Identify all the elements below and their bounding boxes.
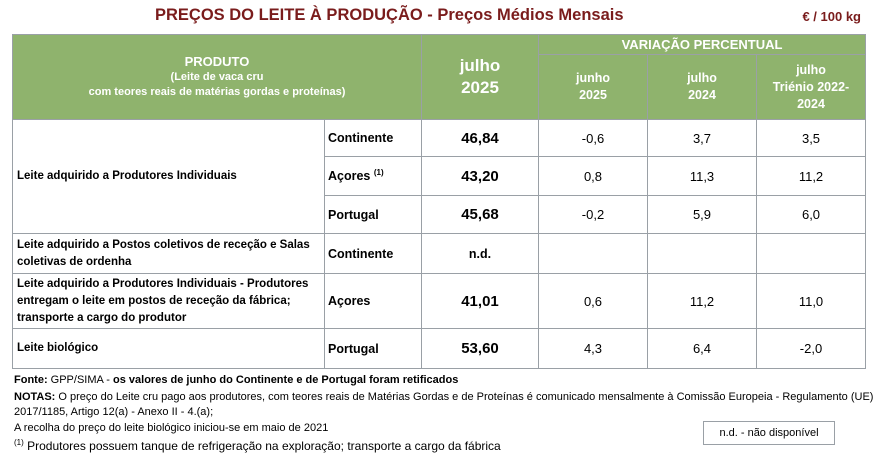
product-cell: Leite adquirido a Postos coletivos de re… bbox=[12, 233, 325, 274]
product-cell: Leite biológico bbox=[12, 328, 325, 369]
current-period-header: julho 2025 bbox=[421, 34, 539, 120]
title-main: PREÇOS DO LEITE À PRODUÇÃO bbox=[155, 6, 423, 24]
milk-prices-table: PRODUTO (Leite de vaca cru com teores re… bbox=[12, 34, 867, 369]
table-row: Leite adquirido a Produtores Individuais… bbox=[12, 273, 867, 329]
region-cell: Portugal bbox=[324, 328, 422, 369]
current-month: julho bbox=[459, 56, 501, 75]
product-header-sub2: com teores reais de matérias gordas e pr… bbox=[88, 86, 346, 98]
region-cell: Continente bbox=[324, 233, 422, 274]
region-cell: Continente bbox=[324, 119, 422, 157]
price-cell: 46,84 bbox=[421, 119, 539, 157]
variation-cell: 3,7 bbox=[647, 119, 757, 157]
product-header-sub1: (Leite de vaca cru bbox=[170, 71, 264, 83]
col1-month: junho bbox=[575, 71, 610, 85]
region-label: Açores bbox=[328, 169, 371, 183]
variation-cell: 6,0 bbox=[755, 195, 867, 234]
col-june-2025-header: junho 2025 bbox=[538, 54, 648, 120]
product-cell: Leite adquirido a Produtores Individuais… bbox=[12, 273, 325, 329]
source-label: Fonte: bbox=[14, 374, 48, 386]
variation-cell: 0,6 bbox=[538, 273, 648, 329]
price-cell: 45,68 bbox=[421, 195, 539, 234]
organic-note: A recolha do preço do leite biológico in… bbox=[14, 422, 329, 434]
table-row: Leite adquirido a Produtores Individuais… bbox=[12, 119, 867, 234]
variation-cell bbox=[755, 233, 867, 274]
price-cell: 53,60 bbox=[421, 328, 539, 369]
variation-cell: 4,3 bbox=[538, 328, 648, 369]
price-cell: 41,01 bbox=[421, 273, 539, 329]
variation-header: VARIAÇÃO PERCENTUAL bbox=[537, 34, 867, 55]
variation-cell: 5,9 bbox=[647, 195, 757, 234]
variation-cell: 11,3 bbox=[647, 156, 757, 196]
product-header: PRODUTO (Leite de vaca cru com teores re… bbox=[12, 34, 422, 120]
variation-cell bbox=[538, 233, 648, 274]
variation-cell: -0,6 bbox=[538, 119, 648, 157]
legend-nd: n.d. - não disponível bbox=[703, 421, 835, 445]
title-separator: - bbox=[422, 6, 438, 24]
region-cell: Açores (1) bbox=[324, 156, 422, 196]
source-note: Fonte: GPP/SIMA - os valores de junho do… bbox=[14, 374, 458, 386]
table-row: Leite adquirido a Postos coletivos de re… bbox=[12, 233, 867, 274]
page-title: PREÇOS DO LEITE À PRODUÇÃO - Preços Médi… bbox=[155, 6, 624, 25]
table-row: Leite biológico Portugal 53,60 4,3 6,4 -… bbox=[12, 328, 867, 369]
region-cell: Açores bbox=[324, 273, 422, 329]
source-text: GPP/SIMA - bbox=[47, 374, 114, 386]
notes-line-1: NOTAS: O preço do Leite cru pago aos pro… bbox=[14, 391, 873, 403]
notes-line-2: 2017/1185, Artigo 12(a) - Anexo II - 4.(… bbox=[14, 406, 214, 418]
variation-cell: 11,2 bbox=[647, 273, 757, 329]
table-row: Açores (1) 43,20 0,8 11,3 11,2 bbox=[13, 156, 867, 196]
title-subtitle: Preços Médios Mensais bbox=[437, 6, 624, 24]
price-cell: 43,20 bbox=[421, 156, 539, 196]
variation-cell: 3,5 bbox=[755, 119, 867, 157]
col1-year: 2025 bbox=[579, 88, 607, 102]
col3-year: Triénio 2022-2024 bbox=[772, 79, 850, 111]
product-cell: Leite adquirido a Produtores Individuais bbox=[12, 119, 325, 234]
product-header-title: PRODUTO bbox=[184, 54, 250, 69]
table-row: Portugal 45,68 -0,2 5,9 6,0 bbox=[13, 195, 867, 234]
variation-cell: -2,0 bbox=[755, 328, 867, 369]
col-triennium-header: julho Triénio 2022-2024 bbox=[755, 54, 867, 120]
notes-label: NOTAS: bbox=[14, 391, 56, 403]
col-july-2024-header: julho 2024 bbox=[647, 54, 757, 120]
current-year: 2025 bbox=[461, 78, 499, 97]
variation-cell: 11,2 bbox=[755, 156, 867, 196]
footnote-marker: (1) bbox=[14, 438, 24, 447]
col3-month: julho bbox=[796, 62, 826, 77]
price-cell: n.d. bbox=[421, 233, 539, 274]
notes-text: O preço do Leite cru pago aos produtores… bbox=[55, 391, 873, 403]
variation-cell bbox=[647, 233, 757, 274]
variation-cell: 0,8 bbox=[538, 156, 648, 196]
unit-label: € / 100 kg bbox=[802, 9, 861, 24]
footnote-marker: (1) bbox=[373, 167, 384, 177]
source-correction: os valores de junho do Continente e de P… bbox=[113, 374, 459, 386]
variation-cell: -0,2 bbox=[538, 195, 648, 234]
variation-cell: 6,4 bbox=[647, 328, 757, 369]
footnote-text: Produtores possuem tanque de refrigeraçã… bbox=[23, 439, 501, 453]
col2-year: 2024 bbox=[688, 88, 716, 102]
footnote-1: (1) Produtores possuem tanque de refrige… bbox=[14, 438, 501, 454]
region-cell: Portugal bbox=[324, 195, 422, 234]
col2-month: julho bbox=[687, 71, 717, 85]
variation-cell: 11,0 bbox=[755, 273, 867, 329]
